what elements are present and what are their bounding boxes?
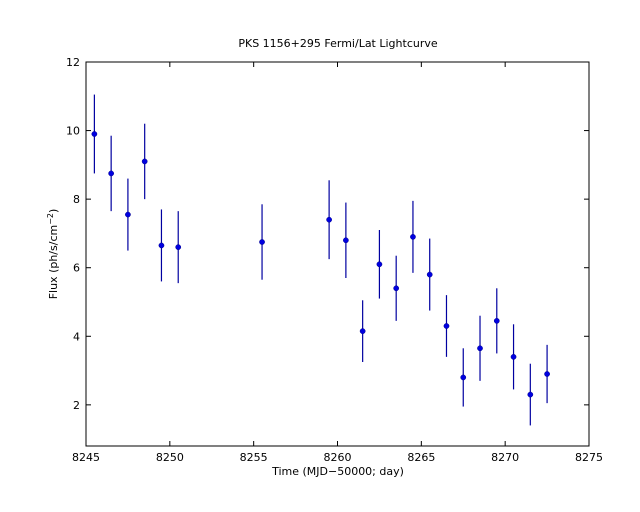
data-point xyxy=(125,211,131,218)
data-point xyxy=(343,237,349,244)
y-axis-label-close: ) xyxy=(47,209,60,213)
data-point xyxy=(359,328,366,334)
x-axis-label: Time (MJD−50000; day) xyxy=(271,465,404,478)
y-axis-label: Flux (ph/s/cm−2) xyxy=(46,209,60,300)
data-point xyxy=(141,158,148,165)
chart-title: PKS 1156+295 Fermi/Lat Lightcurve xyxy=(238,37,438,50)
data-point xyxy=(158,242,165,249)
x-tick-label: 8255 xyxy=(240,451,268,464)
data-point xyxy=(477,345,483,352)
y-axis-ticks: 2 4 6 8 10 12 xyxy=(66,56,589,412)
data-point xyxy=(443,323,450,329)
x-tick-label: 8275 xyxy=(575,451,603,464)
x-tick-label: 8250 xyxy=(156,451,184,464)
data-point xyxy=(175,244,182,250)
x-axis-ticks: 8245 8250 8255 8260 8265 8270 8275 xyxy=(72,62,603,464)
x-tick-label: 8260 xyxy=(324,451,352,464)
x-tick-label: 8265 xyxy=(407,451,435,464)
y-tick-label: 6 xyxy=(73,262,80,275)
data-point xyxy=(493,318,500,324)
data-point xyxy=(510,354,517,360)
data-point xyxy=(108,170,115,177)
y-tick-label: 10 xyxy=(66,125,80,138)
data-point xyxy=(376,261,383,268)
data-point xyxy=(426,271,433,278)
y-tick-label: 8 xyxy=(73,193,80,206)
data-point xyxy=(460,374,467,381)
y-tick-label: 12 xyxy=(66,56,80,69)
data-point xyxy=(544,371,550,377)
data-point xyxy=(91,131,98,137)
y-axis-label-main: Flux (ph/s/cm xyxy=(47,225,60,300)
data-point xyxy=(410,234,416,240)
data-point xyxy=(393,285,400,292)
data-point xyxy=(259,239,265,245)
x-tick-label: 8270 xyxy=(491,451,519,464)
y-tick-label: 2 xyxy=(73,399,80,412)
data-point xyxy=(326,216,332,223)
y-axis-label-sup: −2 xyxy=(46,213,55,225)
y-tick-label: 4 xyxy=(73,330,80,343)
data-points xyxy=(91,94,550,426)
x-tick-label: 8245 xyxy=(72,451,100,464)
data-point xyxy=(527,391,534,398)
